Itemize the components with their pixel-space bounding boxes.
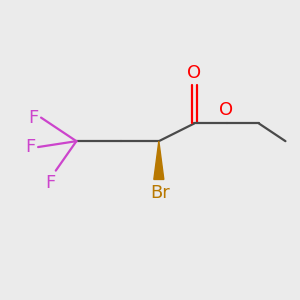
Text: Br: Br	[150, 184, 170, 202]
Text: F: F	[46, 174, 56, 192]
Text: O: O	[187, 64, 201, 82]
Text: F: F	[25, 138, 35, 156]
Polygon shape	[154, 141, 164, 179]
Text: F: F	[28, 109, 38, 127]
Text: O: O	[220, 101, 234, 119]
